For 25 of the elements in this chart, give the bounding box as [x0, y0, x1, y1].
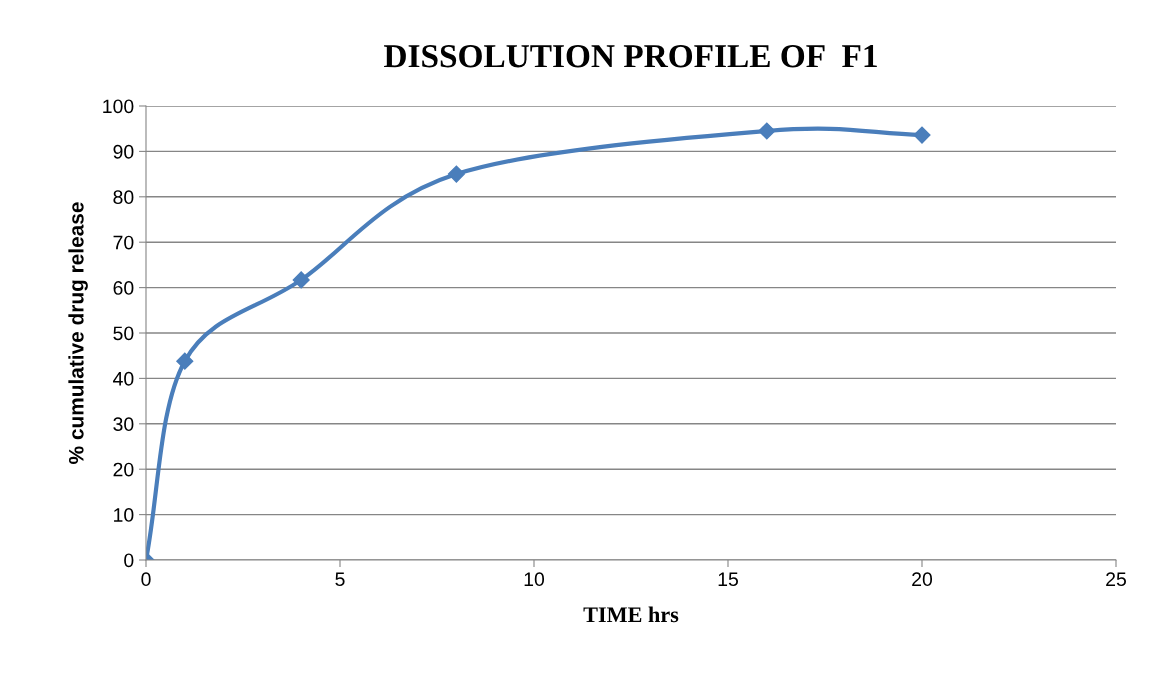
point — [758, 122, 776, 140]
y-tick-label: 20 — [113, 462, 134, 477]
y-tick-label: 0 — [124, 553, 134, 568]
y-tick-label: 90 — [113, 144, 134, 159]
x-tick-label: 20 — [912, 572, 933, 587]
x-tick-label: 5 — [335, 572, 345, 587]
x-tick-label: 0 — [141, 572, 151, 587]
y-tick-label: 50 — [113, 326, 134, 341]
y-axis-title: % cumulative drug release — [68, 202, 88, 464]
y-tick-label: 100 — [103, 99, 134, 114]
y-tick-label: 40 — [113, 371, 134, 386]
x-tick-label: 25 — [1106, 572, 1126, 587]
y-tick-label: 70 — [113, 235, 134, 250]
point — [913, 126, 931, 144]
y-tick-label: 80 — [113, 190, 134, 205]
point — [447, 165, 465, 183]
y-tick-label: 30 — [113, 417, 134, 432]
x-tick-label: 15 — [718, 572, 738, 587]
x-tick-label: 10 — [524, 572, 545, 587]
y-tick-label: 10 — [114, 508, 134, 522]
point — [292, 271, 310, 289]
point — [176, 352, 194, 370]
x-axis-title: TIME hrs — [583, 606, 679, 623]
chart-title: DISSOLUTION PROFILE OF F1 — [384, 45, 877, 68]
y-tick-label: 60 — [113, 281, 134, 295]
